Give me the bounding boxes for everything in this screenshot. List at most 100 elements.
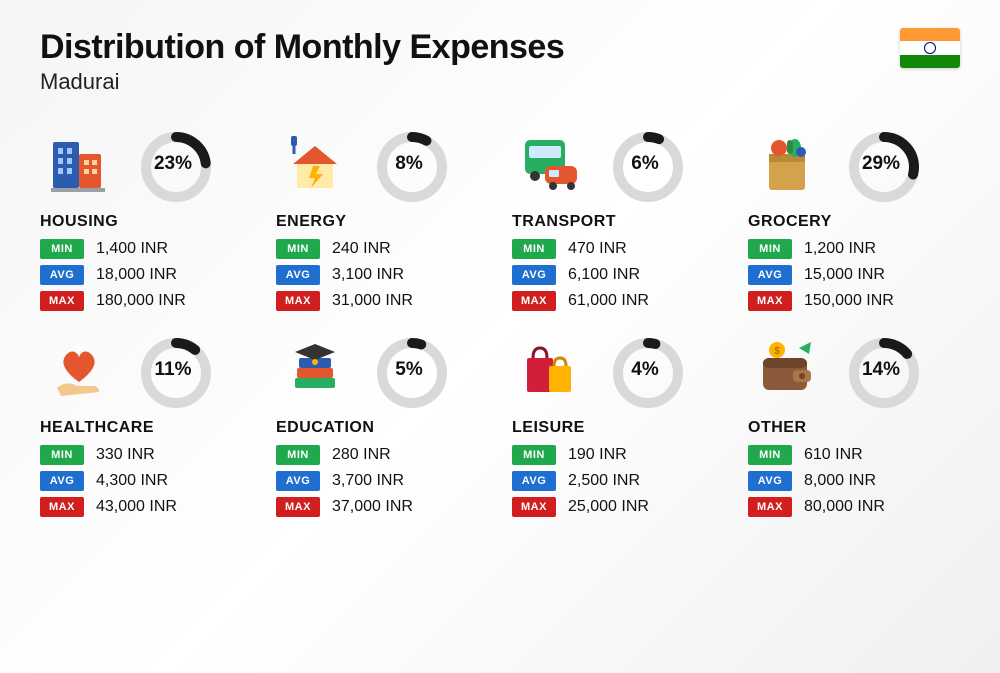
avg-badge: AVG — [512, 265, 556, 285]
avg-badge: AVG — [40, 265, 84, 285]
pct-donut: 8% — [372, 127, 446, 201]
pct-label: 4% — [608, 333, 682, 407]
max-value: 61,000 INR — [568, 292, 649, 310]
category-name: HOUSING — [40, 213, 252, 231]
housing-icon — [40, 125, 118, 203]
stats-block: MIN 240 INR AVG 3,100 INR MAX 31,000 INR — [276, 239, 488, 311]
title-block: Distribution of Monthly Expenses Madurai — [40, 28, 564, 95]
category-name: EDUCATION — [276, 419, 488, 437]
max-value: 31,000 INR — [332, 292, 413, 310]
card-top: 8% — [276, 125, 488, 203]
avg-value: 15,000 INR — [804, 266, 885, 284]
min-value: 280 INR — [332, 446, 391, 464]
max-value: 25,000 INR — [568, 498, 649, 516]
max-badge: MAX — [40, 497, 84, 517]
stat-row-avg: AVG 15,000 INR — [748, 265, 960, 285]
category-card-healthcare: 11% HEALTHCARE MIN 330 INR AVG 4,300 INR… — [40, 331, 252, 517]
max-badge: MAX — [512, 497, 556, 517]
stats-block: MIN 330 INR AVG 4,300 INR MAX 43,000 INR — [40, 445, 252, 517]
stat-row-max: MAX 25,000 INR — [512, 497, 724, 517]
min-badge: MIN — [40, 239, 84, 259]
avg-badge: AVG — [748, 265, 792, 285]
category-grid: 23% HOUSING MIN 1,400 INR AVG 18,000 INR… — [40, 125, 960, 517]
category-name: OTHER — [748, 419, 960, 437]
stat-row-avg: AVG 4,300 INR — [40, 471, 252, 491]
svg-text:$: $ — [774, 346, 780, 357]
stat-row-max: MAX 37,000 INR — [276, 497, 488, 517]
card-top: 23% — [40, 125, 252, 203]
stat-row-avg: AVG 18,000 INR — [40, 265, 252, 285]
pct-label: 23% — [136, 127, 210, 201]
avg-badge: AVG — [40, 471, 84, 491]
avg-value: 18,000 INR — [96, 266, 177, 284]
min-badge: MIN — [512, 445, 556, 465]
pct-donut: 14% — [844, 333, 918, 407]
stat-row-avg: AVG 3,100 INR — [276, 265, 488, 285]
stat-row-min: MIN 240 INR — [276, 239, 488, 259]
min-value: 470 INR — [568, 240, 627, 258]
avg-badge: AVG — [512, 471, 556, 491]
min-value: 330 INR — [96, 446, 155, 464]
stat-row-max: MAX 31,000 INR — [276, 291, 488, 311]
pct-donut: 6% — [608, 127, 682, 201]
stat-row-max: MAX 150,000 INR — [748, 291, 960, 311]
pct-label: 5% — [372, 333, 446, 407]
category-card-education: 5% EDUCATION MIN 280 INR AVG 3,700 INR M… — [276, 331, 488, 517]
category-card-energy: 8% ENERGY MIN 240 INR AVG 3,100 INR MAX … — [276, 125, 488, 311]
pct-donut: 4% — [608, 333, 682, 407]
avg-value: 3,700 INR — [332, 472, 404, 490]
category-card-leisure: 4% LEISURE MIN 190 INR AVG 2,500 INR MAX… — [512, 331, 724, 517]
stat-row-max: MAX 80,000 INR — [748, 497, 960, 517]
max-badge: MAX — [748, 497, 792, 517]
card-top: 11% — [40, 331, 252, 409]
pct-label: 8% — [372, 127, 446, 201]
min-badge: MIN — [276, 239, 320, 259]
min-value: 240 INR — [332, 240, 391, 258]
min-badge: MIN — [748, 239, 792, 259]
healthcare-icon — [40, 331, 118, 409]
pct-label: 6% — [608, 127, 682, 201]
stats-block: MIN 470 INR AVG 6,100 INR MAX 61,000 INR — [512, 239, 724, 311]
pct-donut: 11% — [136, 333, 210, 407]
avg-value: 4,300 INR — [96, 472, 168, 490]
stat-row-avg: AVG 6,100 INR — [512, 265, 724, 285]
stat-row-max: MAX 43,000 INR — [40, 497, 252, 517]
category-name: HEALTHCARE — [40, 419, 252, 437]
min-value: 1,400 INR — [96, 240, 168, 258]
category-name: ENERGY — [276, 213, 488, 231]
grocery-icon — [748, 125, 826, 203]
max-badge: MAX — [748, 291, 792, 311]
card-top: $ 14% — [748, 331, 960, 409]
subtitle: Madurai — [40, 69, 564, 95]
min-badge: MIN — [40, 445, 84, 465]
min-value: 1,200 INR — [804, 240, 876, 258]
stats-block: MIN 280 INR AVG 3,700 INR MAX 37,000 INR — [276, 445, 488, 517]
stat-row-min: MIN 330 INR — [40, 445, 252, 465]
card-top: 6% — [512, 125, 724, 203]
stat-row-min: MIN 1,200 INR — [748, 239, 960, 259]
stat-row-min: MIN 470 INR — [512, 239, 724, 259]
min-badge: MIN — [276, 445, 320, 465]
pct-label: 11% — [136, 333, 210, 407]
stat-row-min: MIN 280 INR — [276, 445, 488, 465]
leisure-icon — [512, 331, 590, 409]
pct-label: 29% — [844, 127, 918, 201]
avg-value: 6,100 INR — [568, 266, 640, 284]
other-icon: $ — [748, 331, 826, 409]
category-card-grocery: 29% GROCERY MIN 1,200 INR AVG 15,000 INR… — [748, 125, 960, 311]
page-title: Distribution of Monthly Expenses — [40, 28, 564, 67]
transport-icon — [512, 125, 590, 203]
flag-stripe-bot — [900, 55, 960, 68]
max-value: 180,000 INR — [96, 292, 186, 310]
stats-block: MIN 190 INR AVG 2,500 INR MAX 25,000 INR — [512, 445, 724, 517]
stat-row-avg: AVG 2,500 INR — [512, 471, 724, 491]
stats-block: MIN 610 INR AVG 8,000 INR MAX 80,000 INR — [748, 445, 960, 517]
max-badge: MAX — [276, 291, 320, 311]
stat-row-max: MAX 180,000 INR — [40, 291, 252, 311]
education-icon — [276, 331, 354, 409]
card-top: 5% — [276, 331, 488, 409]
max-value: 43,000 INR — [96, 498, 177, 516]
card-top: 29% — [748, 125, 960, 203]
stats-block: MIN 1,200 INR AVG 15,000 INR MAX 150,000… — [748, 239, 960, 311]
category-name: GROCERY — [748, 213, 960, 231]
